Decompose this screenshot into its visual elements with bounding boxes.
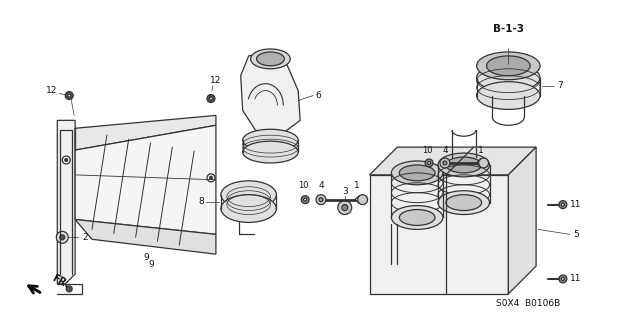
Ellipse shape <box>221 195 276 222</box>
Text: 10: 10 <box>422 145 432 155</box>
Text: 12: 12 <box>210 76 221 85</box>
Circle shape <box>301 196 309 204</box>
Ellipse shape <box>392 161 443 185</box>
Text: 12: 12 <box>45 86 57 95</box>
Text: FR.: FR. <box>50 273 70 291</box>
Text: 5: 5 <box>573 230 579 239</box>
Circle shape <box>479 158 488 168</box>
Circle shape <box>303 198 307 201</box>
Circle shape <box>62 156 70 164</box>
Circle shape <box>207 94 215 102</box>
Circle shape <box>342 204 348 211</box>
Polygon shape <box>75 125 216 234</box>
Circle shape <box>56 231 68 243</box>
Ellipse shape <box>477 64 540 92</box>
Text: 9: 9 <box>143 253 149 262</box>
Circle shape <box>68 94 70 97</box>
Circle shape <box>561 278 564 280</box>
Text: 1: 1 <box>477 145 483 155</box>
Polygon shape <box>241 51 300 135</box>
Circle shape <box>559 275 567 283</box>
Circle shape <box>209 176 212 179</box>
Circle shape <box>559 201 567 209</box>
Text: 4: 4 <box>442 145 448 155</box>
Ellipse shape <box>399 210 435 226</box>
Text: 3: 3 <box>342 187 348 196</box>
Text: 7: 7 <box>557 81 563 90</box>
Text: 6: 6 <box>315 91 321 100</box>
Circle shape <box>428 161 431 165</box>
Ellipse shape <box>477 52 540 80</box>
Ellipse shape <box>446 195 481 211</box>
Ellipse shape <box>221 181 276 209</box>
Circle shape <box>561 203 564 206</box>
Ellipse shape <box>257 52 284 66</box>
Text: 4: 4 <box>318 181 324 190</box>
Circle shape <box>65 159 68 161</box>
Ellipse shape <box>243 141 298 163</box>
Circle shape <box>209 97 212 100</box>
Polygon shape <box>75 219 216 254</box>
Text: 9: 9 <box>148 260 154 269</box>
Ellipse shape <box>438 191 490 214</box>
Ellipse shape <box>392 205 443 229</box>
Ellipse shape <box>251 49 291 69</box>
Polygon shape <box>58 120 75 284</box>
Circle shape <box>319 198 323 202</box>
Ellipse shape <box>486 56 530 76</box>
Circle shape <box>207 174 215 182</box>
Polygon shape <box>75 115 216 150</box>
Circle shape <box>443 161 447 165</box>
Text: B-1-3: B-1-3 <box>493 24 524 34</box>
Circle shape <box>358 195 367 204</box>
Text: 2: 2 <box>82 233 88 242</box>
Text: 8: 8 <box>198 197 204 206</box>
Circle shape <box>60 235 65 240</box>
Text: 10: 10 <box>298 181 308 190</box>
Ellipse shape <box>438 153 490 177</box>
Circle shape <box>316 195 326 204</box>
Text: 1: 1 <box>354 181 360 190</box>
Circle shape <box>440 158 450 168</box>
Text: 11: 11 <box>570 200 582 209</box>
Ellipse shape <box>477 82 540 109</box>
Circle shape <box>66 286 72 292</box>
Circle shape <box>338 201 352 214</box>
Polygon shape <box>369 147 536 175</box>
Ellipse shape <box>399 165 435 181</box>
Text: 11: 11 <box>570 274 582 284</box>
Polygon shape <box>369 175 508 294</box>
Circle shape <box>425 159 433 167</box>
Text: S0X4  B0106B: S0X4 B0106B <box>496 299 560 308</box>
Ellipse shape <box>446 157 481 173</box>
Polygon shape <box>508 147 536 294</box>
Ellipse shape <box>243 129 298 151</box>
Circle shape <box>65 92 73 100</box>
